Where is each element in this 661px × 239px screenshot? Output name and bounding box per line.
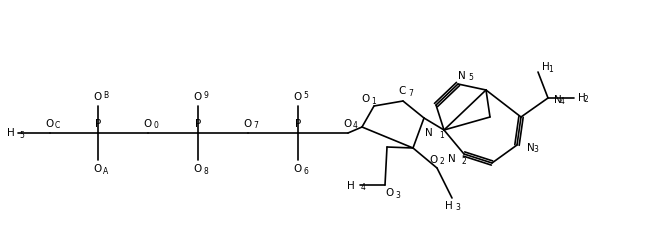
Text: O: O — [94, 164, 102, 174]
Text: P: P — [95, 119, 101, 129]
Text: 4: 4 — [353, 121, 358, 130]
Text: 3: 3 — [395, 190, 400, 200]
Text: H: H — [347, 181, 355, 191]
Text: N: N — [458, 71, 466, 81]
Text: C: C — [399, 86, 406, 96]
Text: 7: 7 — [253, 121, 258, 130]
Text: O: O — [361, 94, 369, 104]
Text: O: O — [294, 92, 302, 102]
Text: 3: 3 — [533, 146, 538, 154]
Text: 9: 9 — [203, 91, 208, 99]
Text: H: H — [445, 201, 453, 211]
Text: 0: 0 — [153, 121, 158, 130]
Text: 6: 6 — [303, 167, 308, 175]
Text: B: B — [103, 91, 108, 99]
Text: 1: 1 — [548, 65, 553, 74]
Text: 2: 2 — [584, 96, 589, 104]
Text: N: N — [554, 95, 562, 105]
Text: O: O — [385, 188, 393, 198]
Text: 5: 5 — [468, 74, 473, 82]
Text: 5: 5 — [19, 131, 24, 141]
Text: P: P — [295, 119, 301, 129]
Text: 4: 4 — [560, 98, 565, 107]
Text: O: O — [430, 155, 438, 165]
Text: 2: 2 — [462, 157, 467, 165]
Text: O: O — [344, 119, 352, 129]
Text: O: O — [94, 92, 102, 102]
Text: 7: 7 — [408, 88, 413, 98]
Text: 5: 5 — [303, 91, 308, 99]
Text: H: H — [578, 93, 586, 103]
Text: O: O — [46, 119, 54, 129]
Text: 1: 1 — [371, 97, 375, 105]
Text: N: N — [425, 128, 433, 138]
Text: A: A — [103, 167, 108, 175]
Text: 2: 2 — [440, 158, 445, 167]
Text: 8: 8 — [203, 167, 208, 175]
Text: O: O — [244, 119, 252, 129]
Text: O: O — [144, 119, 152, 129]
Text: H: H — [542, 62, 550, 72]
Text: N: N — [527, 143, 535, 153]
Text: N: N — [448, 154, 456, 164]
Text: O: O — [194, 164, 202, 174]
Text: O: O — [194, 92, 202, 102]
Text: P: P — [195, 119, 201, 129]
Text: C: C — [55, 121, 60, 130]
Text: 1: 1 — [439, 130, 444, 140]
Text: H: H — [7, 128, 15, 138]
Text: 3: 3 — [455, 203, 460, 212]
Text: 4: 4 — [361, 184, 366, 192]
Text: O: O — [294, 164, 302, 174]
